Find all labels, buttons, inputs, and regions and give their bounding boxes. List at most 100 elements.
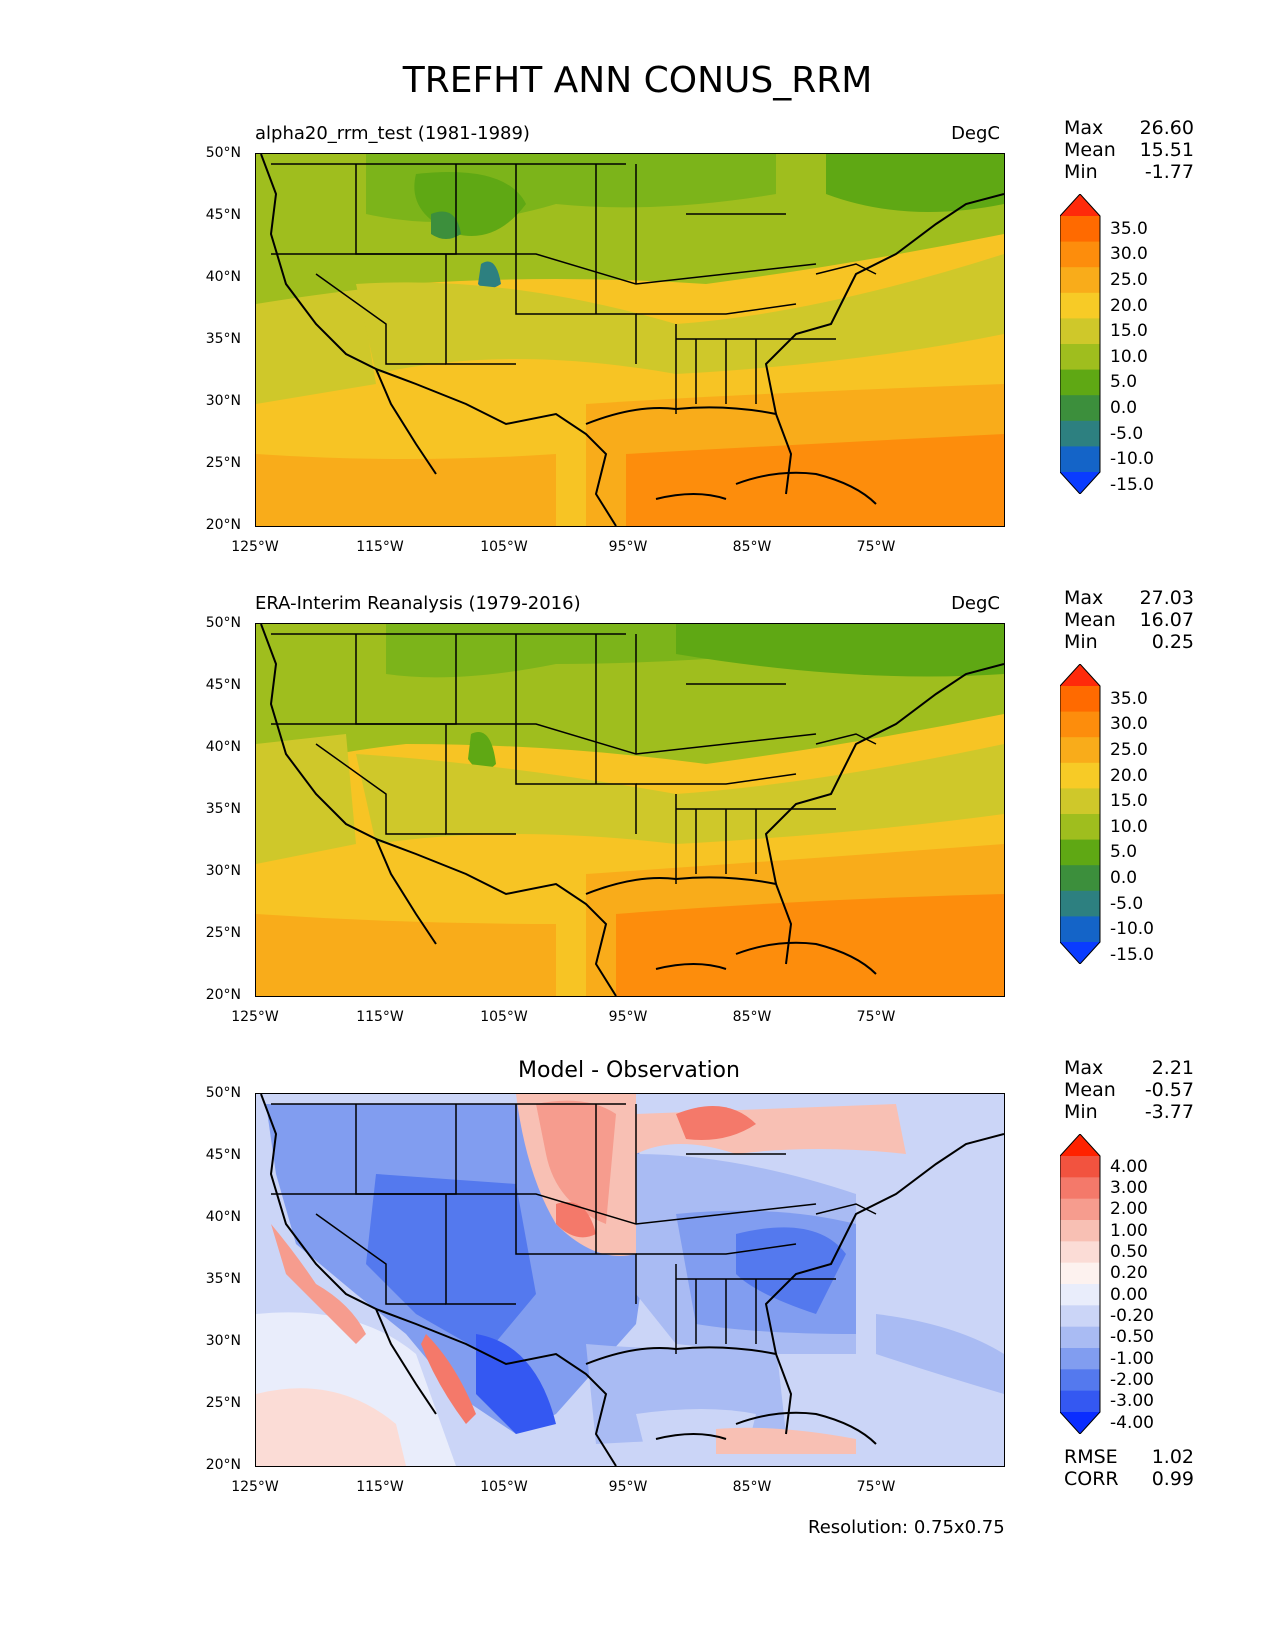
panel-1-min-label: Min bbox=[1064, 161, 1098, 183]
panel-1-lon-115: 115°W bbox=[356, 539, 404, 555]
colorbar-segment bbox=[1060, 267, 1100, 294]
panel-3-colorbar-label: -0.50 bbox=[1110, 1327, 1154, 1348]
colorbar-segment bbox=[1060, 865, 1100, 892]
corr-label: CORR bbox=[1064, 1468, 1119, 1490]
panel-3-colorbar-label: 0.20 bbox=[1110, 1263, 1148, 1284]
colorbar-segment bbox=[1060, 814, 1100, 841]
resolution-note: Resolution: 0.75x0.75 bbox=[808, 1517, 1005, 1538]
panel-3-max-label: Max bbox=[1064, 1057, 1104, 1079]
panel-1-colorbar-graphic bbox=[1059, 193, 1101, 495]
panel-1-colorbar-label: 30.0 bbox=[1110, 244, 1148, 265]
colorbar-segment bbox=[1060, 1241, 1100, 1264]
panel-1-lat-20: 20°N bbox=[205, 517, 241, 533]
panel-1-max-value: 26.60 bbox=[1139, 117, 1194, 139]
panel-2-colorbar-label: 25.0 bbox=[1110, 740, 1148, 760]
panel-2-colorbar-graphic bbox=[1059, 663, 1101, 965]
panel-3-colorbar-label: 3.00 bbox=[1110, 1178, 1148, 1198]
panel-3-lon-115: 115°W bbox=[356, 1479, 404, 1495]
panel-3-lon-125: 125°W bbox=[231, 1479, 279, 1495]
panel-3-colorbar-label: 1.00 bbox=[1110, 1220, 1148, 1241]
panel-3-colorbar-label: -1.00 bbox=[1110, 1348, 1154, 1369]
colorbar-segment bbox=[1060, 241, 1100, 268]
panel-1-lon-125: 125°W bbox=[231, 539, 279, 555]
panel-2-max-value: 27.03 bbox=[1139, 587, 1194, 609]
colorbar-segment bbox=[1060, 1220, 1100, 1242]
panel-3-lon-85: 85°W bbox=[732, 1479, 772, 1495]
panel-3-max-value: 2.21 bbox=[1151, 1057, 1194, 1079]
panel-2-colorbar-label: 10.0 bbox=[1110, 816, 1148, 837]
panel-2-lon-95: 95°W bbox=[608, 1009, 648, 1025]
panel-2-units: DegC bbox=[951, 593, 1000, 614]
panel-2-lat-40: 40°N bbox=[205, 739, 241, 755]
panel-3-colorbar bbox=[1059, 1133, 1110, 1438]
panel-1-colorbar-label: -15.0 bbox=[1110, 474, 1154, 495]
panel-2-colorbar-label: 30.0 bbox=[1110, 714, 1148, 735]
panel-2-lon-115: 115°W bbox=[356, 1009, 404, 1025]
panel-3-colorbar-label: 0.50 bbox=[1110, 1242, 1148, 1262]
panel-1-colorbar-labels: 35.0 30.0 25.0 20.0 15.0 10.0 5.0 0.0 -5.0 -10.0 -… bbox=[1110, 194, 1190, 495]
colorbar-segment bbox=[1060, 216, 1100, 243]
panel-2-stats: Max 27.03 Mean 16.07 Min 0.25 bbox=[1064, 587, 1194, 653]
colorbar-extend-bottom bbox=[1060, 942, 1100, 964]
panel-3-map bbox=[255, 1093, 1005, 1467]
panel-1-stats: Max 26.60 Mean 15.51 Min -1.77 bbox=[1064, 117, 1194, 183]
panel-2-lat-35: 35°N bbox=[205, 801, 241, 817]
panel-3-colorbar-label: 4.00 bbox=[1110, 1156, 1148, 1177]
colorbar-segment bbox=[1060, 1262, 1100, 1285]
panel-1-lon-85: 85°W bbox=[732, 539, 772, 555]
colorbar-segment bbox=[1060, 1369, 1100, 1392]
colorbar-segment bbox=[1060, 1177, 1100, 1200]
panel-3-title: Model - Observation bbox=[518, 1058, 740, 1083]
colorbar-extend-top bbox=[1060, 194, 1100, 216]
colorbar-segment bbox=[1060, 1390, 1100, 1413]
panel-1-lon-95: 95°W bbox=[608, 539, 648, 555]
colorbar-segment bbox=[1060, 1156, 1100, 1178]
colorbar-outline bbox=[1059, 663, 1101, 965]
panel-3-colorbar-label: 0.00 bbox=[1110, 1284, 1148, 1305]
colorbar-extend-top bbox=[1060, 664, 1100, 686]
colorbar-segment bbox=[1060, 1326, 1100, 1349]
panel-1-lat-50: 50°N bbox=[205, 145, 241, 161]
panel-1-mean-label: Mean bbox=[1064, 139, 1116, 161]
panel-3-error-stats: RMSE 1.02 CORR 0.99 bbox=[1064, 1446, 1194, 1490]
colorbar-segment bbox=[1060, 1348, 1100, 1370]
panel-2-lat-30: 30°N bbox=[205, 863, 241, 879]
colorbar-segment bbox=[1060, 420, 1100, 447]
panel-2-mean-label: Mean bbox=[1064, 609, 1116, 631]
colorbar-segment bbox=[1060, 318, 1100, 345]
panel-2-min-label: Min bbox=[1064, 631, 1098, 653]
panel-1-lon-105: 105°W bbox=[480, 539, 528, 555]
panel-3-min-label: Min bbox=[1064, 1101, 1098, 1123]
panel-1-colorbar-label: 0.0 bbox=[1110, 398, 1138, 418]
rmse-label: RMSE bbox=[1064, 1446, 1118, 1468]
panel-1-colorbar bbox=[1059, 193, 1110, 498]
panel-3-colorbar-labels: 4.00 3.00 2.00 1.00 0.50 0.20 0.00 -0.20 -0.50 -1… bbox=[1110, 1134, 1190, 1434]
panel-2-lon-105: 105°W bbox=[480, 1009, 528, 1025]
panel-3-lat-50: 50°N bbox=[205, 1085, 241, 1101]
panel-3-colorbar-label: 2.00 bbox=[1110, 1199, 1148, 1220]
panel-1-lat-40: 40°N bbox=[205, 269, 241, 285]
colorbar-segment bbox=[1060, 916, 1100, 943]
panel-2-colorbar-label: 20.0 bbox=[1110, 765, 1148, 786]
panel-2-lat-20: 20°N bbox=[205, 987, 241, 1003]
colorbar-outline bbox=[1059, 1133, 1101, 1435]
panel-3-mean-label: Mean bbox=[1064, 1079, 1116, 1101]
colorbar-segment bbox=[1060, 890, 1100, 917]
panel-3-min-value: -3.77 bbox=[1144, 1101, 1194, 1123]
panel-2-lon-125: 125°W bbox=[231, 1009, 279, 1025]
panel-2-colorbar-labels: 35.0 30.0 25.0 20.0 15.0 10.0 5.0 0.0 -5.0 -10.0 -… bbox=[1110, 664, 1190, 965]
panel-1-lat-30: 30°N bbox=[205, 393, 241, 409]
colorbar-segment bbox=[1060, 1198, 1100, 1221]
colorbar-segment bbox=[1060, 762, 1100, 789]
panel-2-lat-25: 25°N bbox=[205, 925, 241, 941]
panel-2-lat-50: 50°N bbox=[205, 615, 241, 631]
panel-2-colorbar-label: 0.0 bbox=[1110, 868, 1138, 888]
colorbar-segment bbox=[1060, 839, 1100, 866]
panel-3-lat-30: 30°N bbox=[205, 1333, 241, 1349]
panel-2-colorbar bbox=[1059, 663, 1110, 968]
panel-1-colorbar-label: 10.0 bbox=[1110, 346, 1148, 367]
colorbar-segment bbox=[1060, 737, 1100, 764]
panel-2-colorbar-label: -5.0 bbox=[1110, 893, 1144, 914]
panel-3-stats: Max 2.21 Mean -0.57 Min -3.77 bbox=[1064, 1057, 1194, 1123]
panel-1-lat-25: 25°N bbox=[205, 455, 241, 471]
